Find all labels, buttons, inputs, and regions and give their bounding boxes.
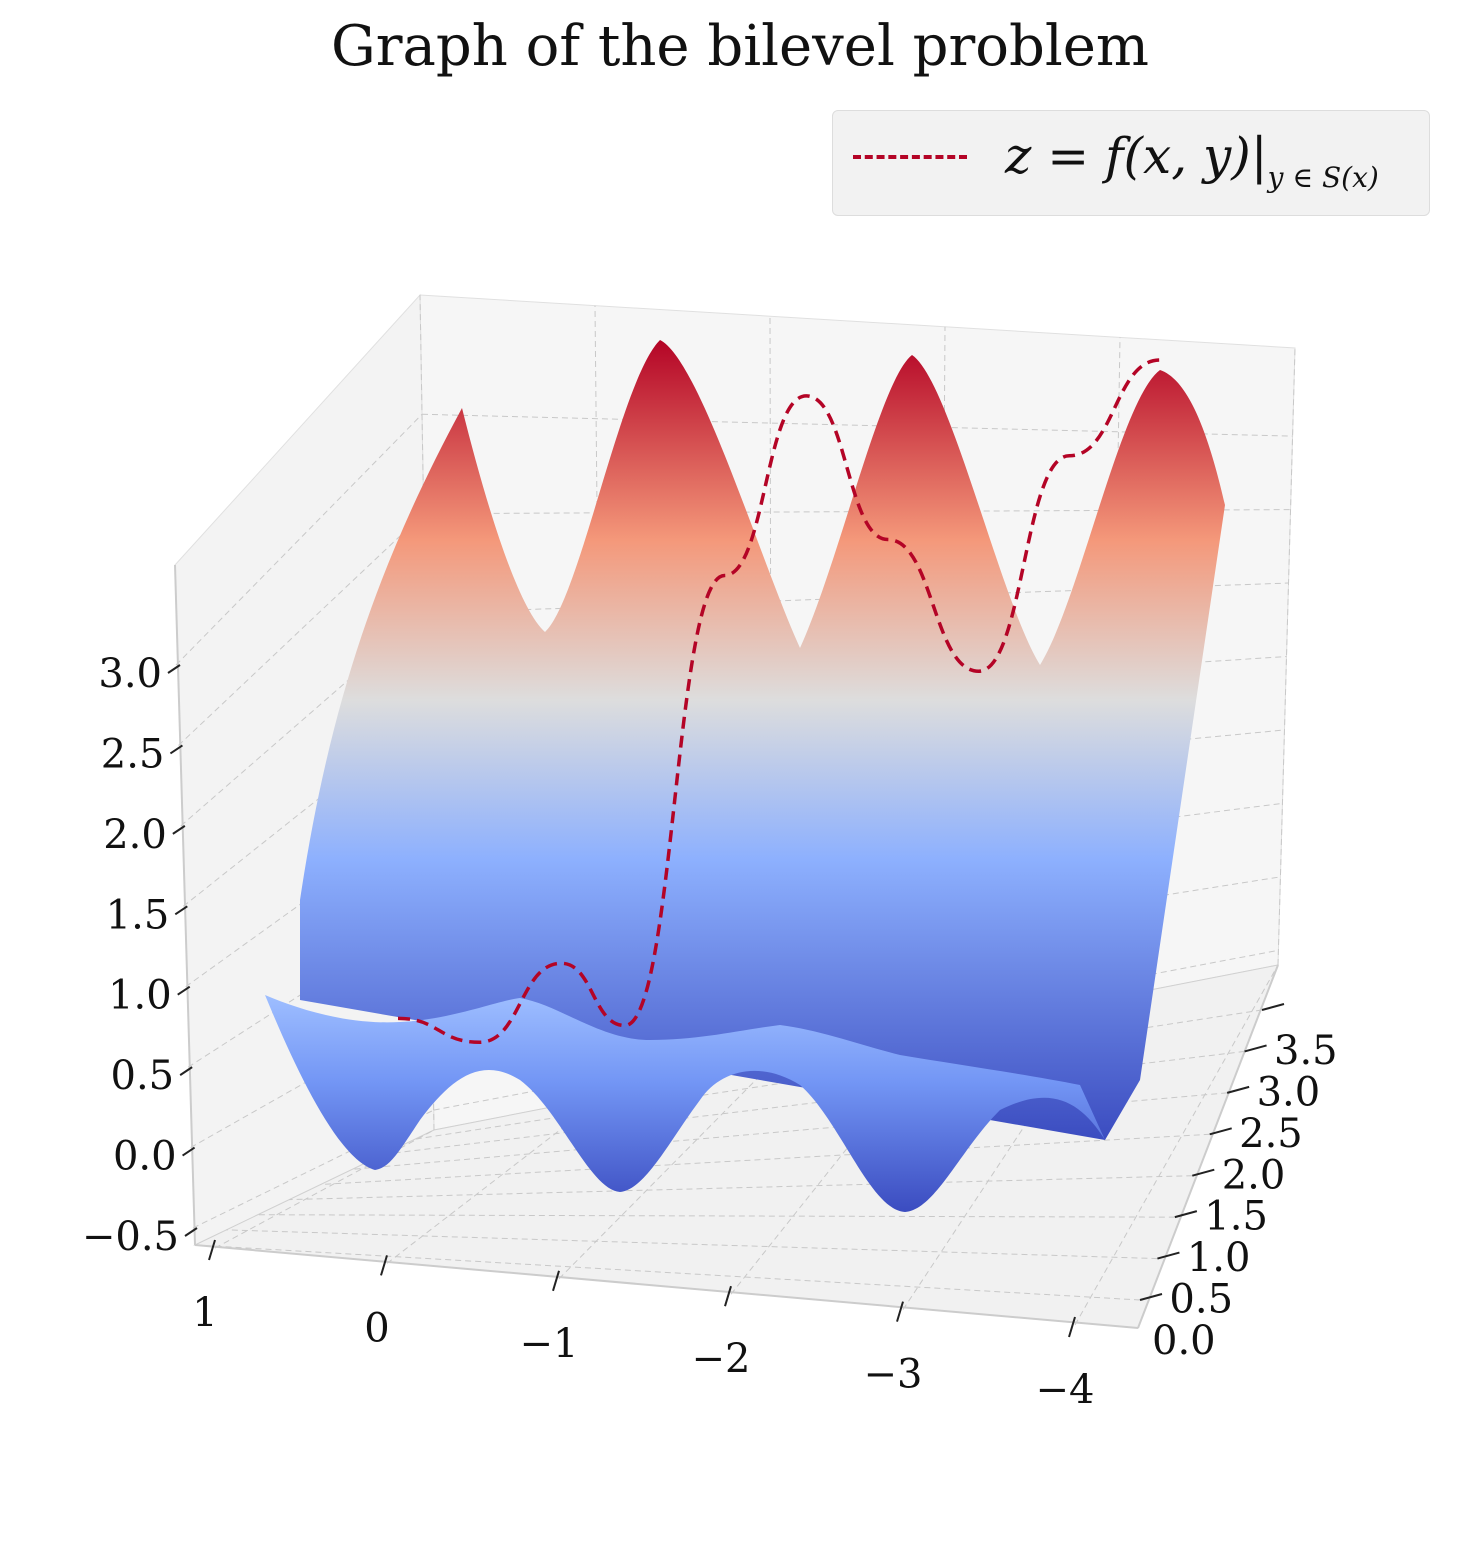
y-tick-label: 0.0 [1152, 1318, 1216, 1364]
y-gridline-floor [352, 1092, 1228, 1170]
y-tick-mark [1174, 1210, 1198, 1219]
x-gridline-floor [558, 1063, 772, 1280]
x-tick-mark [380, 1255, 388, 1276]
y-tick-label: 3.5 [1274, 1028, 1338, 1074]
z-gridline-left [182, 712, 428, 907]
z-tick-mark [169, 744, 183, 755]
z-tick-mark [177, 985, 191, 996]
z-tick-mark [174, 905, 188, 916]
bilevel-curve-layer [397, 358, 1161, 1045]
x-tick-label: −4 [1036, 1367, 1095, 1413]
z-tick-mark [167, 664, 181, 674]
x-tick-mark [208, 1239, 216, 1261]
z-tick-mark [172, 825, 186, 835]
y-tick-label: 2.0 [1222, 1152, 1286, 1198]
y-gridline-floor [257, 1214, 1175, 1218]
y-tick-mark [1139, 1293, 1163, 1301]
x-gridline-floor [214, 1129, 435, 1249]
z-tick-mark [179, 1066, 193, 1076]
z-tick-label: 1.5 [106, 892, 170, 938]
y-tick-mark [1261, 1003, 1285, 1011]
x-tick-label: −3 [864, 1352, 923, 1398]
z-tick-label: −0.5 [82, 1214, 179, 1260]
x-tick-mark [896, 1301, 904, 1322]
z-tick-label: 1.0 [108, 973, 172, 1019]
y-tick-mark [1192, 1168, 1215, 1177]
x-tick-label: 0 [364, 1305, 389, 1351]
x-tick-label: 1 [192, 1290, 217, 1336]
y-gridline-floor [226, 1229, 1158, 1260]
legend-label-sub: y ∈ S(x) [1267, 161, 1379, 194]
y-tick-label: 0.5 [1169, 1277, 1233, 1323]
z-tick-label: 0.5 [111, 1053, 175, 1099]
x-tick-mark [1068, 1316, 1076, 1338]
y-tick-label: 3.0 [1257, 1069, 1321, 1115]
y-tick-label: 2.5 [1239, 1111, 1303, 1157]
y-gridline-floor [320, 1133, 1210, 1185]
y-tick-label: 1.5 [1204, 1194, 1268, 1240]
x-tick-label: −2 [692, 1336, 751, 1382]
surface-back-ridges [300, 340, 1225, 1140]
z-tick-mark [184, 1227, 198, 1237]
x-gridline-floor [1074, 964, 1279, 1326]
y-tick-mark [1226, 1085, 1250, 1094]
legend: z = f(x, y)|y ∈ S(x) [832, 110, 1430, 216]
z-tick-label: 3.0 [98, 651, 162, 697]
z-tick-mark [182, 1146, 196, 1157]
y-tick-label: 1.0 [1187, 1235, 1251, 1281]
z-tick-label: 0.0 [113, 1134, 177, 1180]
chart-title: Graph of the bilevel problem [331, 14, 1149, 79]
axes: −0.50.00.51.01.52.02.53.01 0 −1 −2 −3 −40.00.… [82, 564, 1338, 1413]
y-axis-line [1137, 964, 1279, 1329]
z-tick-label: 2.0 [103, 812, 167, 858]
z-tick-label: 2.5 [101, 731, 165, 777]
z-gridline-left [178, 513, 425, 746]
y-gridline-floor [194, 1244, 1141, 1301]
legend-label-main: z = f(x, y)| [1005, 127, 1268, 185]
z-gridline-left [175, 413, 423, 666]
y-gridline-floor [289, 1175, 1193, 1201]
x-gridline-back [419, 294, 435, 1131]
y-tick-mark [1157, 1251, 1180, 1260]
z-axis-line [174, 564, 196, 1246]
legend-line-sample [853, 155, 967, 159]
surface [265, 340, 1225, 1212]
x-tick-mark [724, 1285, 732, 1307]
bilevel-curve [397, 358, 1161, 1045]
x-axis-line [194, 1244, 1139, 1329]
y-tick-mark [1209, 1127, 1232, 1136]
legend-label: z = f(x, y)|y ∈ S(x) [1005, 127, 1379, 194]
y-tick-mark [1244, 1044, 1267, 1053]
x-gridline-back [1277, 347, 1296, 966]
surface-front-valleys [265, 995, 1105, 1212]
x-tick-label: −1 [520, 1321, 579, 1367]
x-tick-mark [552, 1270, 560, 1292]
